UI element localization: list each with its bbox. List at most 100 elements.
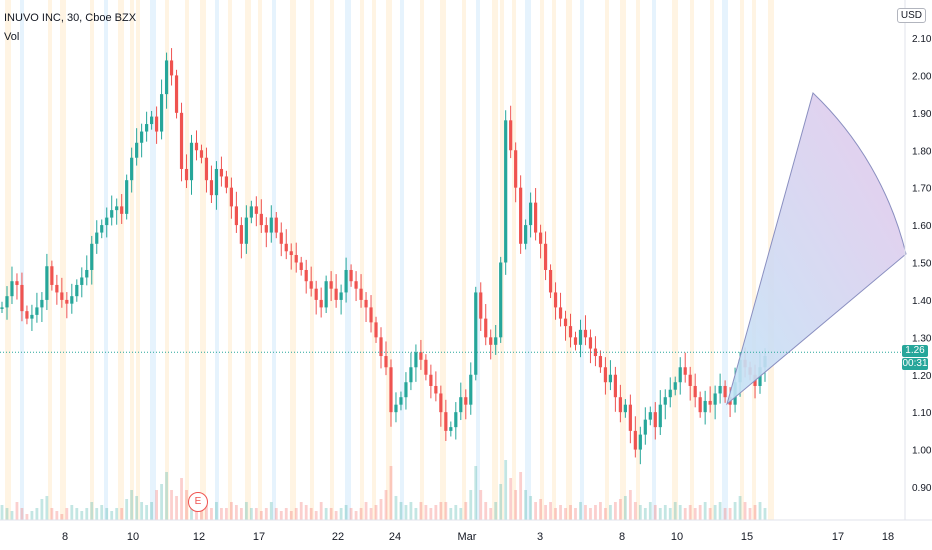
session-band [228, 0, 232, 520]
candle-body [514, 150, 518, 188]
session-band [540, 0, 544, 520]
candle-body [633, 430, 637, 450]
candle-body [708, 400, 712, 405]
volume-bar [569, 505, 572, 520]
volume-bar [329, 508, 333, 520]
volume-bar [40, 499, 44, 520]
volume-bar [55, 511, 59, 520]
candle-body [379, 337, 383, 357]
session-band [290, 0, 296, 520]
x-tick-label: 24 [389, 531, 401, 543]
candle-body [603, 367, 608, 383]
volume-indicator-label[interactable]: Vol [4, 31, 20, 43]
candle-body [204, 157, 209, 181]
candle-body [120, 206, 124, 214]
session-band [5, 0, 11, 520]
currency-button[interactable]: USD [896, 8, 926, 23]
candle-body [454, 412, 458, 428]
session-band [500, 0, 504, 520]
candle-body [638, 434, 642, 450]
candle-body [354, 281, 358, 289]
volume-bar [594, 505, 597, 520]
candle-body [678, 367, 682, 383]
volume-bar [100, 505, 104, 520]
session-band [386, 0, 392, 520]
earnings-marker[interactable]: E [188, 492, 208, 512]
session-band [372, 0, 376, 520]
candle-body [693, 385, 697, 398]
candle-body [35, 307, 39, 315]
candle-body [150, 116, 154, 125]
volume-bar [145, 505, 149, 520]
volume-bar [693, 508, 697, 520]
volume-bar [484, 502, 488, 520]
candle-body [279, 232, 283, 244]
earnings-marker-label: E [194, 496, 202, 507]
session-band [462, 0, 466, 520]
candle-body [154, 116, 159, 132]
volume-bar [668, 508, 672, 520]
candle-body [319, 299, 323, 308]
candle-body [389, 367, 393, 413]
candle-body [683, 367, 687, 375]
x-tick-label: Mar [458, 531, 477, 543]
volume-bar [723, 508, 727, 520]
candle-body [653, 412, 657, 428]
volume-bar [743, 502, 747, 520]
volume-bar [479, 490, 483, 520]
candle-body [130, 157, 134, 181]
x-tick-label: 22 [332, 531, 344, 543]
y-tick-label: 1.20 [912, 371, 932, 382]
volume-bar [20, 508, 24, 520]
candle-body [439, 393, 443, 413]
volume-bar [229, 502, 233, 520]
volume-bar [294, 508, 298, 520]
volume-bar [215, 502, 218, 520]
volume-bar [464, 502, 468, 520]
volume-bar [429, 508, 433, 520]
volume-bar [703, 502, 707, 520]
candle-body [269, 217, 273, 233]
candle-body [169, 60, 174, 76]
candle-body [5, 296, 9, 308]
volume-bar [140, 502, 144, 520]
volume-bar [738, 496, 742, 520]
volume-bar [269, 502, 273, 520]
candle-body [309, 281, 313, 289]
volume-bar [319, 502, 323, 520]
volume-bar [374, 505, 378, 520]
candle-body [469, 374, 473, 405]
candle-body [698, 397, 702, 413]
volume-bar [504, 460, 508, 520]
candle-body [538, 232, 543, 244]
candle-body [70, 296, 74, 304]
candle-body [374, 322, 378, 338]
volume-bar [170, 490, 173, 520]
candle-body [264, 225, 268, 233]
candle-body [259, 213, 263, 226]
volume-bar [609, 505, 612, 520]
candle-body [0, 307, 4, 309]
candle-body [105, 217, 109, 226]
volume-bar [85, 508, 89, 520]
session-band [476, 0, 480, 520]
volume-bar [259, 511, 263, 520]
candle-body [214, 168, 219, 196]
candle-body [524, 225, 528, 244]
volume-bar [599, 502, 602, 520]
session-band [360, 0, 364, 520]
volume-bar [584, 505, 587, 520]
candle-body [159, 94, 164, 132]
volume-bar [713, 505, 717, 520]
candle-body [583, 329, 588, 338]
candle-body [299, 262, 303, 270]
candle-body [499, 262, 503, 338]
volume-bar [234, 505, 238, 520]
volume-bar [638, 505, 642, 520]
x-tick-label: 17 [832, 531, 844, 543]
candle-body [424, 359, 428, 375]
candle-body [174, 75, 179, 113]
candle-body [613, 374, 617, 398]
